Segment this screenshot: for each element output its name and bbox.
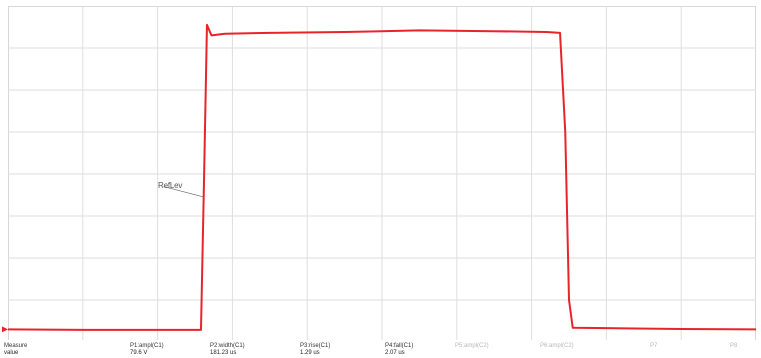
- meas-p5-label: P5:ampl(C2): [455, 343, 489, 349]
- channel-level-marker-icon[interactable]: [2, 326, 8, 333]
- trace-reference-label: RefLev: [158, 181, 183, 190]
- meas-p6-label: P6:ampl(C2): [540, 343, 574, 349]
- measurement-bar: Measure value P1:ampl(C1) 79.6 V P2:widt…: [0, 340, 761, 358]
- meas-p3-label: P3:rise(C1): [300, 343, 331, 349]
- meas-p1-value: 79.6 V: [130, 350, 148, 356]
- meas-p3[interactable]: P3:rise(C1) 1.29 us: [300, 343, 330, 357]
- meas-p4[interactable]: P4:fall(C1) 2.07 us: [385, 343, 413, 357]
- meas-p4-value: 2.07 us: [385, 350, 405, 356]
- meas-p7[interactable]: P7: [650, 343, 657, 350]
- meas-p6[interactable]: P6:ampl(C2): [540, 343, 574, 350]
- meas-p8-label: P8: [730, 343, 738, 349]
- meas-p5[interactable]: P5:ampl(C2): [455, 343, 489, 350]
- meas-header-label: Measure: [4, 343, 28, 349]
- meas-p1[interactable]: P1:ampl(C1) 79.6 V: [130, 343, 164, 357]
- meas-p8[interactable]: P8: [730, 343, 737, 350]
- meas-p2-label: P2:width(C1): [210, 343, 245, 349]
- meas-p3-value: 1.29 us: [300, 350, 320, 356]
- waveform-trace-1: [7, 23, 757, 331]
- meas-header: Measure value: [4, 343, 27, 357]
- meas-header-value: value: [4, 350, 19, 356]
- meas-p4-label: P4:fall(C1): [385, 343, 414, 349]
- meas-p7-label: P7: [650, 343, 658, 349]
- trace-label-leader: [163, 186, 205, 198]
- meas-p1-label: P1:ampl(C1): [130, 343, 164, 349]
- meas-p2-value: 181.23 us: [210, 350, 237, 356]
- meas-p2[interactable]: P2:width(C1) 181.23 us: [210, 343, 245, 357]
